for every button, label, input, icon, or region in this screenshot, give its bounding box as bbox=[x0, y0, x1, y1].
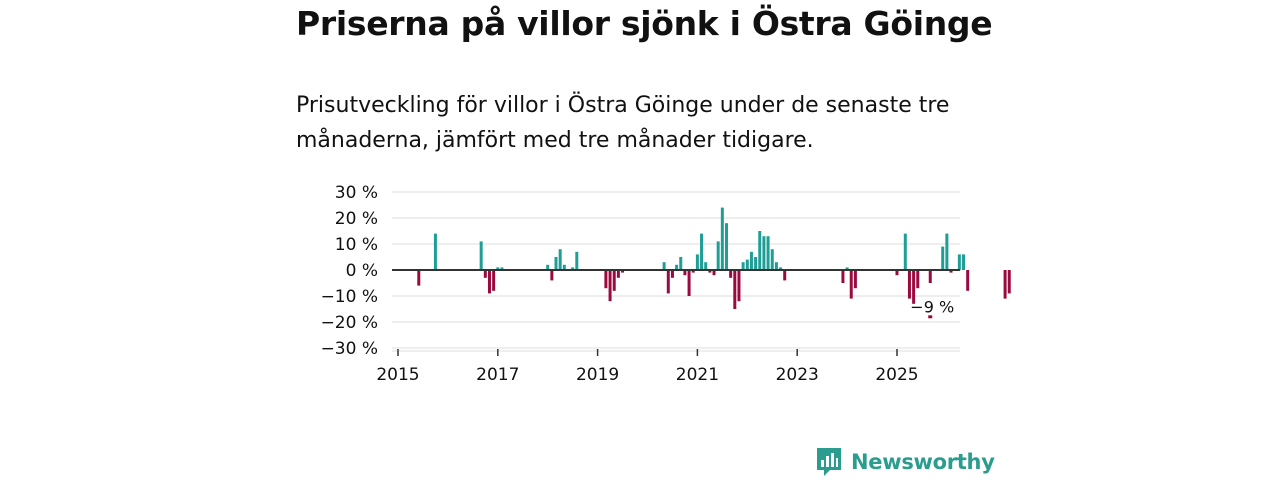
bar bbox=[949, 270, 953, 273]
bar bbox=[616, 270, 620, 278]
bar bbox=[575, 251, 579, 270]
bar bbox=[895, 270, 899, 276]
bars bbox=[417, 207, 1011, 319]
newsworthy-logo-icon bbox=[817, 448, 841, 476]
bar bbox=[770, 249, 774, 270]
bar bbox=[774, 262, 778, 270]
bar bbox=[666, 270, 670, 294]
bar bbox=[612, 270, 616, 291]
bar bbox=[845, 267, 849, 270]
axes bbox=[392, 269, 960, 356]
bar bbox=[962, 254, 966, 270]
bar bbox=[741, 262, 745, 270]
value-annotation: −9 % bbox=[910, 297, 954, 316]
bar bbox=[729, 270, 733, 278]
chart-title: Priserna på villor sjönk i Östra Göinge bbox=[296, 4, 993, 43]
bar bbox=[496, 267, 500, 270]
bar bbox=[720, 207, 724, 270]
bar bbox=[700, 233, 704, 270]
chart-subtitle: Prisutveckling för villor i Östra Göinge… bbox=[296, 93, 950, 153]
y-tick-label: −20 % bbox=[321, 313, 378, 333]
bar bbox=[433, 233, 437, 270]
bar bbox=[745, 259, 749, 270]
bar bbox=[733, 270, 737, 309]
bar bbox=[716, 241, 720, 270]
bar bbox=[758, 231, 762, 270]
bar bbox=[724, 223, 728, 270]
bar bbox=[670, 270, 674, 278]
bar bbox=[683, 270, 687, 276]
bar bbox=[712, 270, 716, 276]
bar bbox=[783, 270, 787, 281]
y-tick-label: −30 % bbox=[321, 339, 378, 359]
grid-lines bbox=[392, 191, 960, 349]
bar bbox=[562, 264, 566, 270]
axis-labels: 30 % 20 % 10 % 0 % −10 % −20 % −30 % 2015 2017 20… bbox=[321, 183, 955, 385]
bar bbox=[912, 270, 916, 304]
y-tick-label: 10 % bbox=[335, 235, 378, 255]
bar bbox=[1007, 270, 1011, 294]
bar bbox=[487, 270, 491, 294]
bar bbox=[608, 270, 612, 302]
y-tick-label: 30 % bbox=[335, 183, 378, 203]
bar bbox=[853, 270, 857, 289]
bar bbox=[903, 233, 907, 270]
y-tick-label: 20 % bbox=[335, 209, 378, 229]
bar bbox=[708, 270, 712, 273]
bar bbox=[941, 246, 945, 270]
x-tick-label: 2015 bbox=[376, 365, 419, 385]
bar bbox=[621, 270, 625, 273]
bar bbox=[675, 264, 679, 270]
x-tick-label: 2019 bbox=[576, 365, 619, 385]
bar bbox=[749, 251, 753, 270]
bar bbox=[546, 264, 550, 270]
bar bbox=[679, 257, 683, 270]
x-tick-label: 2017 bbox=[476, 365, 519, 385]
latest-value-marker bbox=[928, 315, 933, 319]
y-tick-label: 0 % bbox=[346, 261, 378, 281]
bar bbox=[841, 270, 845, 283]
bar bbox=[916, 270, 920, 289]
bar bbox=[695, 254, 699, 270]
bar bbox=[483, 270, 487, 278]
bar bbox=[1003, 270, 1007, 299]
bar bbox=[558, 249, 562, 270]
bar bbox=[704, 262, 708, 270]
bar bbox=[754, 257, 758, 270]
bar bbox=[554, 257, 558, 270]
brand-name: Newsworthy bbox=[851, 450, 995, 474]
brand-logo: Newsworthy bbox=[815, 446, 995, 478]
bar bbox=[849, 270, 853, 299]
bar bbox=[604, 270, 608, 289]
bar bbox=[779, 267, 783, 270]
bar bbox=[766, 236, 770, 270]
bar bbox=[687, 270, 691, 296]
bar bbox=[550, 270, 554, 281]
bar bbox=[500, 267, 504, 270]
x-tick-label: 2021 bbox=[676, 365, 719, 385]
bar bbox=[957, 254, 961, 270]
bar bbox=[492, 270, 496, 291]
bar bbox=[662, 262, 666, 270]
bar bbox=[571, 267, 575, 270]
bar bbox=[479, 241, 483, 270]
bar bbox=[417, 270, 421, 286]
bar bbox=[907, 270, 911, 299]
bar bbox=[928, 270, 932, 283]
bar bbox=[691, 270, 695, 273]
bar bbox=[966, 270, 970, 291]
x-tick-label: 2023 bbox=[776, 365, 819, 385]
bar bbox=[945, 233, 949, 270]
bar bbox=[737, 270, 741, 302]
y-tick-label: −10 % bbox=[321, 287, 378, 307]
bar bbox=[762, 236, 766, 270]
x-tick-label: 2025 bbox=[875, 365, 918, 385]
